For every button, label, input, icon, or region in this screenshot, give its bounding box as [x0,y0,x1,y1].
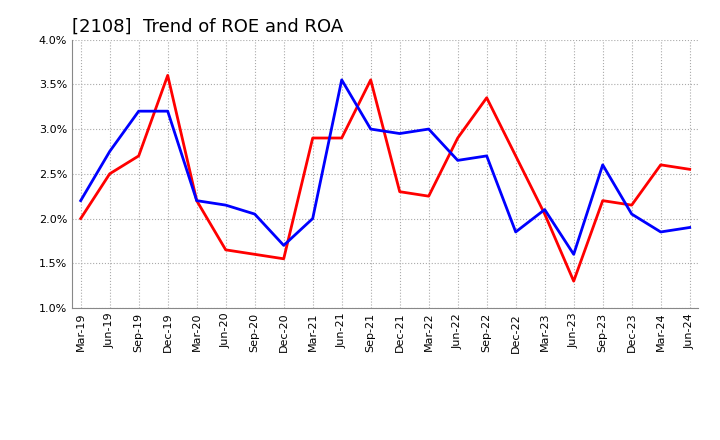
ROE [541,211,549,216]
ROA [192,198,201,203]
ROE [221,247,230,253]
ROA [163,109,172,114]
ROE [105,171,114,176]
ROA [308,216,317,221]
ROA [105,149,114,154]
ROE [395,189,404,194]
ROE [279,256,288,261]
ROA [570,252,578,257]
ROA [366,126,375,132]
ROA [424,126,433,132]
ROA [135,109,143,114]
ROE [308,136,317,141]
ROE [657,162,665,168]
ROA [482,153,491,158]
ROE [338,136,346,141]
ROE [627,202,636,208]
ROA [598,162,607,168]
ROE [511,153,520,158]
ROE [598,198,607,203]
ROA [395,131,404,136]
ROE [570,279,578,284]
Line: ROE: ROE [81,75,690,281]
ROA [76,198,85,203]
Text: [2108]  Trend of ROE and ROA: [2108] Trend of ROE and ROA [72,17,343,35]
ROE [192,198,201,203]
ROA [657,229,665,235]
ROA [541,207,549,212]
ROE [76,216,85,221]
ROA [338,77,346,83]
ROA [279,243,288,248]
ROE [454,136,462,141]
ROA [627,211,636,216]
ROA [251,211,259,216]
ROA [454,158,462,163]
ROE [685,167,694,172]
ROE [135,153,143,158]
ROE [424,194,433,199]
ROA [685,225,694,230]
Line: ROA: ROA [81,80,690,254]
ROE [251,252,259,257]
ROA [511,229,520,235]
ROE [366,77,375,83]
ROA [221,202,230,208]
ROE [482,95,491,100]
ROE [163,73,172,78]
